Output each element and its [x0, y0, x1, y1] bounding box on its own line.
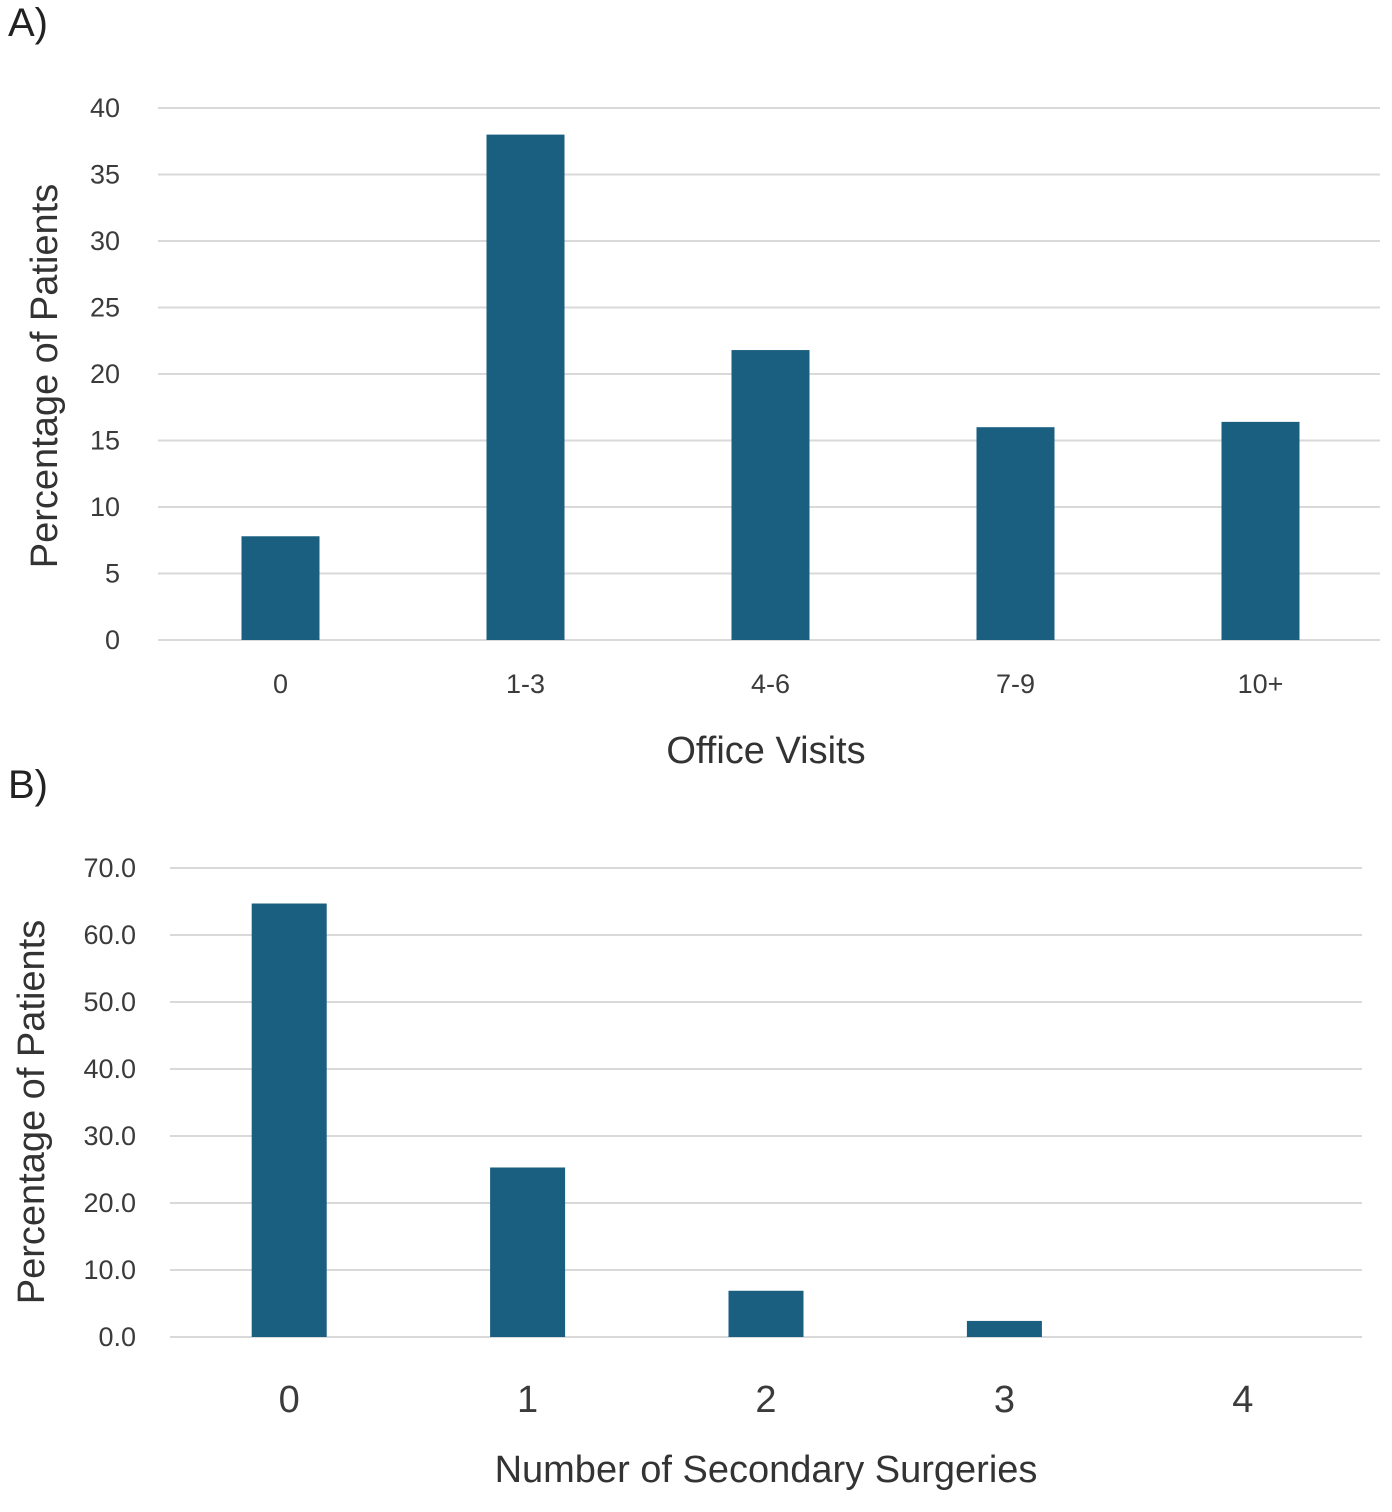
panel-a-y-tick-label: 5 [105, 559, 120, 589]
panel-b-x-tick-label: 2 [755, 1379, 776, 1421]
panel-b-x-tick-label: 1 [517, 1379, 538, 1421]
panel-a-bar-0 [241, 536, 320, 640]
panel-a-label: A) [8, 1, 48, 45]
panel-b-y-tick-label: 50.0 [83, 987, 136, 1017]
panel-b-y-tick-label: 70.0 [83, 853, 136, 883]
panel-a-y-tick-label: 10 [90, 492, 120, 522]
panel-a-bar-7-9 [976, 427, 1055, 640]
panel-a-bars [241, 134, 1300, 640]
panel-b-y-tick-labels: 0.0 10.0 20.0 30.0 40.0 50.0 60.0 70.0 [83, 853, 136, 1352]
panel-b-bar-1 [490, 1167, 566, 1337]
panel-a-x-tick-labels: 0 1-3 4-6 7-9 10+ [273, 669, 1283, 699]
panel-b-bars [251, 903, 1042, 1337]
panel-b-y-axis-label: Percentage of Patients [11, 920, 53, 1304]
panel-a-y-tick-label: 35 [90, 160, 120, 190]
panel-a-y-tick-labels: 0 5 10 15 20 25 30 35 40 [90, 93, 120, 655]
panel-b-y-tick-label: 10.0 [83, 1255, 136, 1285]
panel-a-y-tick-label: 25 [90, 293, 120, 323]
panel-b-x-tick-label: 4 [1232, 1379, 1253, 1421]
panel-b-y-tick-label: 40.0 [83, 1054, 136, 1084]
panel-b-x-tick-label: 3 [994, 1379, 1015, 1421]
panel-b-bar-0 [251, 903, 327, 1337]
panel-b-y-tick-label: 60.0 [83, 920, 136, 950]
panel-b-y-tick-label: 0.0 [98, 1322, 136, 1352]
panel-a-chart: A) 0 5 10 15 20 25 30 35 40 0 1-3 4-6 7-9 10+ Percen… [8, 1, 1380, 772]
panel-a-bar-4-6 [731, 350, 810, 640]
panel-a-y-tick-label: 40 [90, 93, 120, 123]
panel-a-y-tick-label: 15 [90, 426, 120, 456]
panel-b-y-tick-label: 30.0 [83, 1121, 136, 1151]
panel-b-y-tick-label: 20.0 [83, 1188, 136, 1218]
panel-b-label: B) [8, 763, 48, 807]
panel-b-gridlines [170, 867, 1362, 1338]
panel-a-y-tick-label: 20 [90, 359, 120, 389]
panel-a-x-tick-label: 4-6 [751, 669, 790, 699]
panel-a-y-axis-label: Percentage of Patients [24, 184, 66, 568]
panel-b-bar-2 [728, 1290, 804, 1337]
panel-a-x-tick-label: 7-9 [996, 669, 1035, 699]
panel-a-x-tick-label: 1-3 [506, 669, 545, 699]
panel-b-chart: B) 0.0 10.0 20.0 30.0 40.0 50.0 60.0 70.0 0 1 2 3 4… [8, 763, 1362, 1491]
panel-b-bar-3 [966, 1320, 1042, 1337]
panel-a-y-tick-label: 0 [105, 625, 120, 655]
panel-b-x-axis-label: Number of Secondary Surgeries [495, 1449, 1038, 1491]
panel-b-x-tick-labels: 0 1 2 3 4 [279, 1379, 1254, 1421]
panel-a-x-axis-label: Office Visits [666, 730, 865, 772]
panel-a-bar-1-3 [486, 134, 565, 640]
panel-a-x-tick-label: 0 [273, 669, 288, 699]
panel-a-bar-10+ [1221, 421, 1300, 640]
panel-b-x-tick-label: 0 [279, 1379, 300, 1421]
panel-a-y-tick-label: 30 [90, 226, 120, 256]
panel-a-x-tick-label: 10+ [1238, 669, 1284, 699]
